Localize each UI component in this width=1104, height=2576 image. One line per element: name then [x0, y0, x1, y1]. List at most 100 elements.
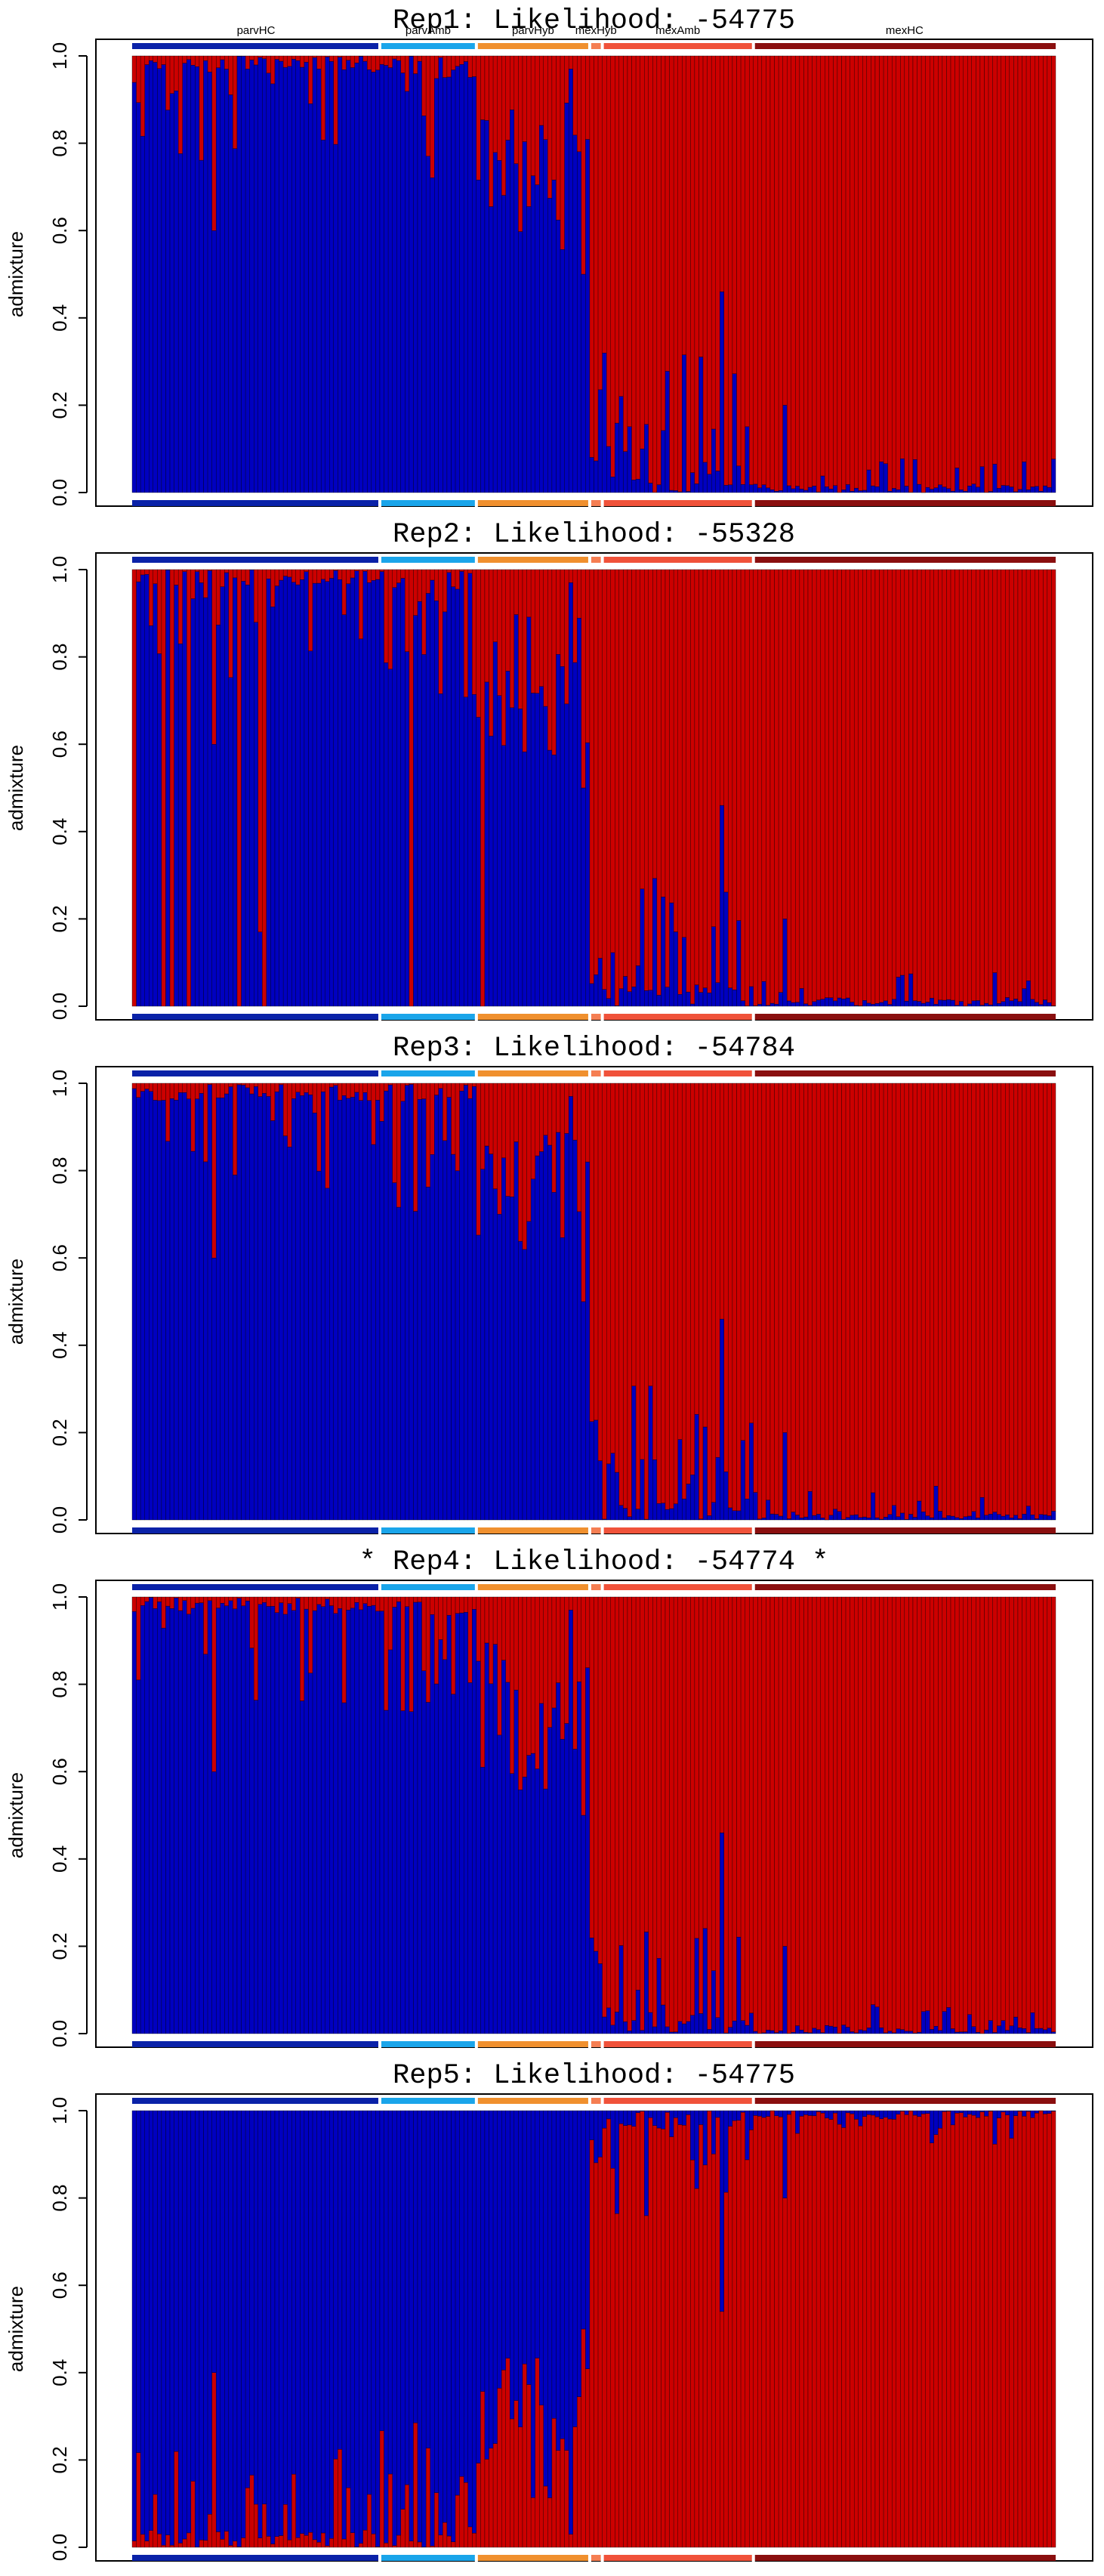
- bar-segment-lower: [220, 1097, 225, 1521]
- bar-segment-lower: [736, 1936, 742, 2034]
- bar-segment-lower: [992, 2144, 998, 2548]
- bar-segment-lower: [262, 1602, 267, 2034]
- bar-segment-upper: [728, 1083, 733, 1509]
- bar-segment-upper: [438, 569, 443, 694]
- bar-segment-upper: [979, 1596, 985, 2034]
- bar-segment-lower: [270, 83, 276, 493]
- bar-segment-upper: [300, 569, 305, 580]
- bar-segment-upper: [300, 1083, 305, 1096]
- bar-segment-upper: [602, 1083, 607, 1520]
- group-label: parvHC: [237, 24, 276, 37]
- bar-segment-upper: [682, 569, 686, 937]
- bar-segment-upper: [862, 55, 868, 491]
- group-strip: [602, 1584, 754, 1590]
- bar-segment-upper: [711, 55, 716, 430]
- bar-segment-lower: [795, 486, 800, 493]
- bar-segment-upper: [795, 55, 800, 486]
- bar-segment-lower: [254, 1700, 258, 2034]
- group-divider: [378, 2040, 381, 2048]
- bar-segment-upper: [1035, 569, 1039, 1002]
- bar-segment-upper: [640, 569, 645, 889]
- bar-segment-lower: [677, 2021, 683, 2034]
- bar-segment-lower: [597, 2157, 603, 2548]
- bar-segment-lower: [874, 2116, 880, 2548]
- bar-segment-upper: [631, 1596, 637, 2021]
- bar-segment-lower: [547, 1727, 553, 2034]
- bar-segment-upper: [631, 2110, 637, 2127]
- bar-segment-upper: [136, 1596, 141, 1681]
- bar-segment-lower: [249, 1093, 254, 1521]
- bar-segment-upper: [917, 1596, 922, 2033]
- bar-segment-upper: [425, 569, 430, 594]
- bar-segment-upper: [236, 2110, 242, 2547]
- bar-segment-lower: [190, 598, 196, 1007]
- bar-segment-upper: [782, 2110, 788, 2198]
- bar-segment-lower: [169, 93, 174, 493]
- bar-segment-lower: [467, 2526, 473, 2548]
- bar-segment-lower: [597, 1460, 603, 1521]
- group-divider: [751, 1527, 755, 1534]
- bar-segment-lower: [400, 1710, 406, 2034]
- bar-segment-upper: [610, 569, 615, 953]
- bar-segment-upper: [958, 569, 964, 1002]
- bar-segment-upper: [1047, 2110, 1052, 2114]
- bar-segment-upper: [988, 569, 993, 1005]
- bar-segment-upper: [702, 1596, 708, 1929]
- bar-segment-upper: [1005, 2110, 1010, 2115]
- bar-segment-upper: [874, 1083, 880, 1518]
- bar-segment-lower: [925, 1515, 930, 1521]
- bar-segment-lower: [841, 999, 847, 1007]
- bar-segment-lower: [384, 65, 389, 493]
- group-strip: [602, 1014, 754, 1020]
- bar-segment-lower: [581, 787, 586, 1007]
- bar-segment-upper: [753, 1083, 758, 1493]
- bar-segment-lower: [892, 1505, 896, 1521]
- y-tick-label: 0.4: [48, 818, 71, 845]
- bar-segment-upper: [749, 569, 754, 987]
- bar-segment-upper: [354, 55, 359, 63]
- bar-segment-upper: [497, 2110, 502, 2389]
- bar-segment-upper: [228, 1596, 233, 1602]
- bar-segment-lower: [371, 1605, 376, 2034]
- bar-segment-lower: [270, 1606, 276, 2034]
- bar-segment-lower: [199, 1602, 204, 2034]
- bar-segment-lower: [279, 579, 284, 1007]
- bar-segment-upper: [1001, 55, 1006, 486]
- bar-segment-upper: [589, 1596, 594, 1938]
- bar-segment-upper: [346, 1083, 351, 1099]
- bar-segment-lower: [480, 119, 486, 493]
- bar-segment-lower: [887, 490, 893, 493]
- bar-segment-lower: [1009, 1000, 1014, 1007]
- bar-segment-upper: [908, 55, 914, 493]
- bar-segment-lower: [933, 487, 939, 493]
- bar-segment-lower: [627, 991, 632, 1007]
- bar-segment-upper: [463, 1596, 468, 1613]
- bar-segment-lower: [1017, 489, 1022, 493]
- bar-segment-lower: [149, 2530, 153, 2548]
- bar-segment-lower: [896, 2028, 901, 2034]
- bar-segment-lower: [572, 1139, 578, 1521]
- bar-segment-lower: [547, 1144, 553, 1521]
- bar-segment-lower: [669, 2136, 674, 2548]
- bar-segment-upper: [698, 1596, 704, 2014]
- bar-segment-lower: [560, 2439, 565, 2548]
- bar-segment-upper: [661, 2110, 666, 2130]
- bar-segment-lower: [387, 1084, 393, 1521]
- group-divider: [474, 556, 478, 564]
- bar-segment-lower: [803, 2114, 809, 2548]
- bar-segment-lower: [224, 1093, 230, 1521]
- bar-segment-upper: [371, 55, 376, 73]
- bar-segment-upper: [367, 2110, 372, 2495]
- bar-segment-upper: [850, 2110, 855, 2114]
- bar-segment-lower: [543, 1135, 548, 1521]
- bar-segment-upper: [236, 1596, 242, 1598]
- bar-segment-upper: [535, 569, 540, 693]
- bar-segment-upper: [820, 569, 825, 999]
- group-divider: [600, 42, 604, 50]
- bar-segment-upper: [581, 1083, 586, 1302]
- bar-segment-upper: [963, 2110, 968, 2117]
- bar-segment-lower: [984, 1515, 989, 1521]
- bar-segment-upper: [597, 2110, 603, 2157]
- bar-segment-upper: [362, 1596, 368, 1604]
- bar-segment-lower: [1025, 1506, 1031, 1521]
